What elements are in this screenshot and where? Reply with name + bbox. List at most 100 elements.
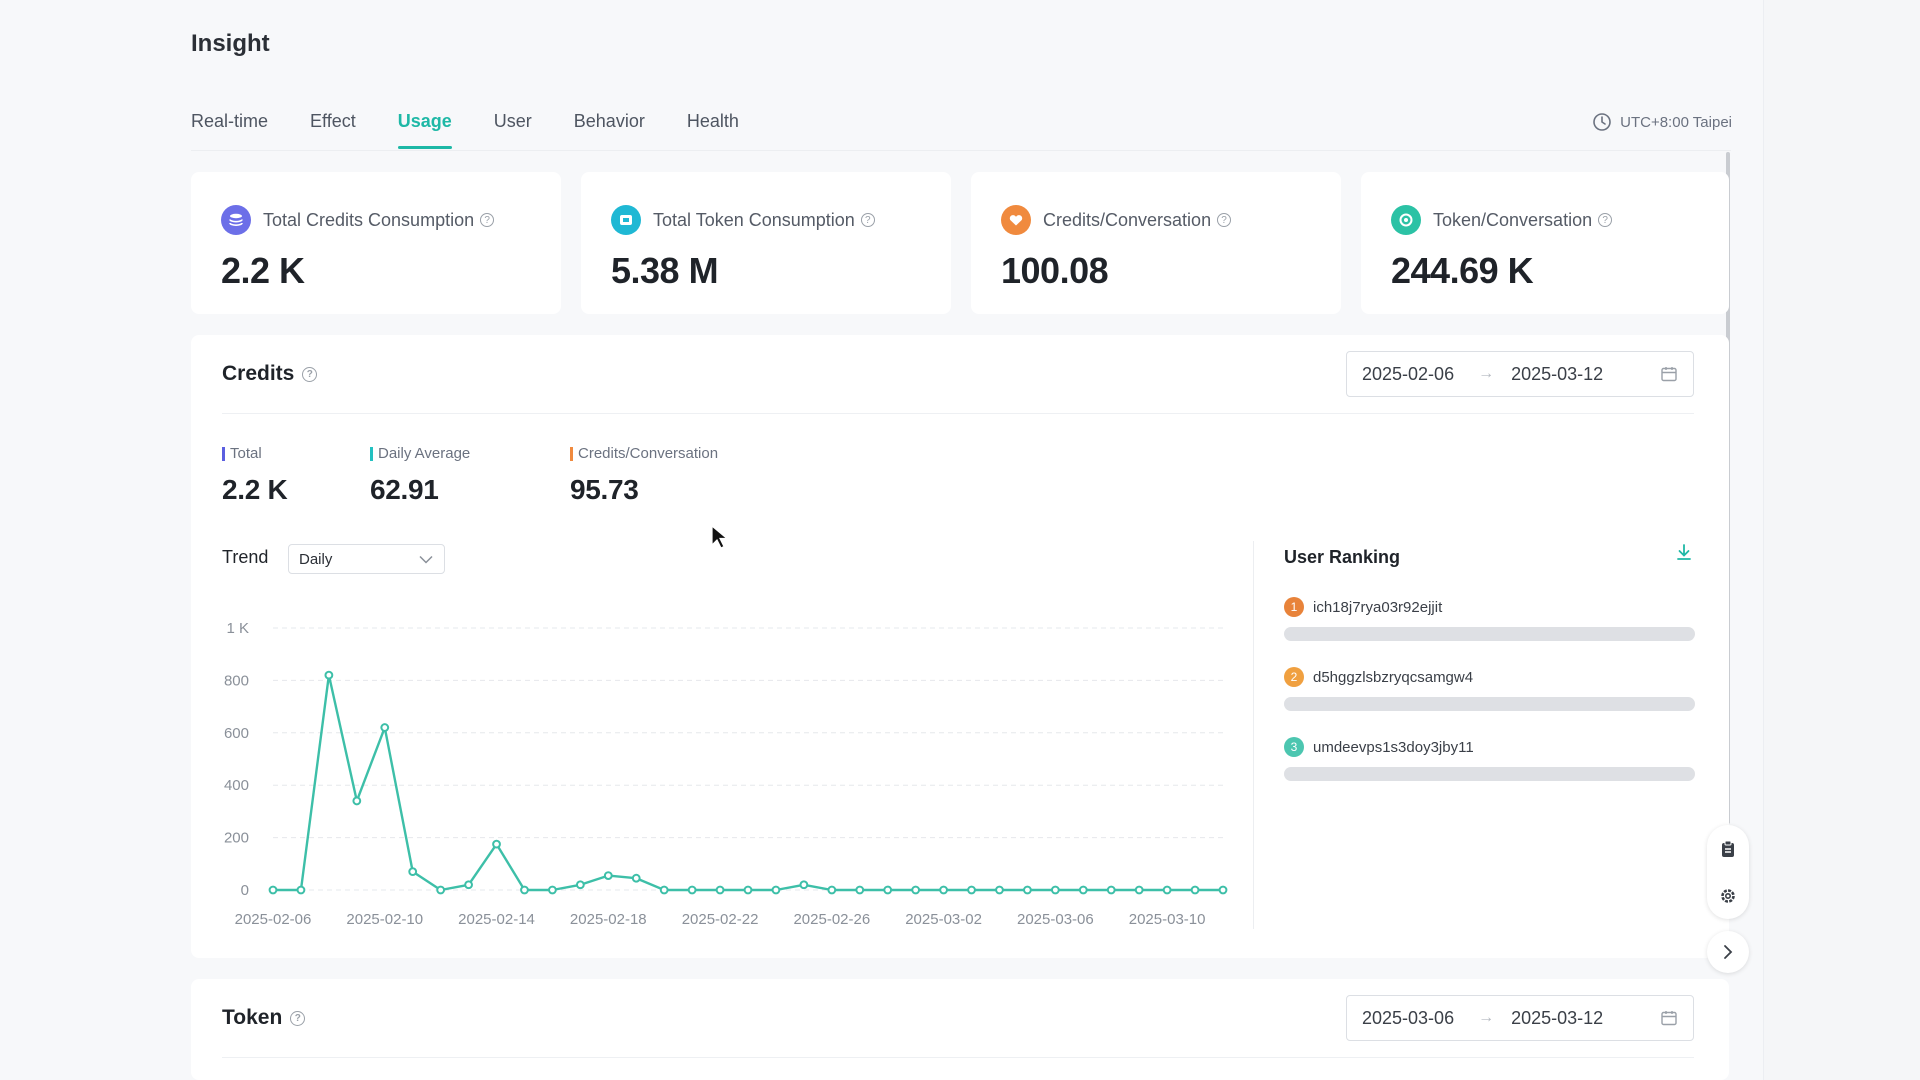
range-arrow-icon: → bbox=[1478, 1009, 1495, 1026]
y-tick-label: 600 bbox=[224, 725, 249, 742]
kpi-value: 244.69 K bbox=[1391, 250, 1534, 291]
data-point bbox=[352, 796, 362, 806]
data-point bbox=[827, 885, 837, 895]
data-point bbox=[492, 839, 501, 849]
help-icon[interactable]: ? bbox=[1598, 213, 1613, 227]
token-date-range[interactable]: 2025-03-06 → 2025-03-12 bbox=[1346, 995, 1694, 1041]
tabs-divider bbox=[191, 150, 1731, 151]
card-divider bbox=[222, 413, 1694, 414]
tab-effect[interactable]: Effect bbox=[310, 111, 356, 131]
token-icon bbox=[611, 205, 641, 235]
mouse-cursor-icon bbox=[711, 525, 727, 549]
help-icon[interactable]: ? bbox=[480, 213, 495, 227]
help-icon[interactable]: ? bbox=[860, 213, 875, 227]
calendar-icon bbox=[1661, 367, 1677, 382]
data-point bbox=[464, 880, 473, 890]
data-point bbox=[408, 867, 418, 877]
data-point bbox=[1162, 885, 1172, 895]
stat-label: Credits/Conversation bbox=[578, 445, 719, 462]
y-tick-label: 200 bbox=[224, 830, 249, 847]
data-point bbox=[743, 885, 753, 895]
granularity-select[interactable]: Daily bbox=[288, 544, 445, 574]
tab-bar: Real-time Effect Usage User Behavior Hea… bbox=[191, 108, 781, 152]
x-tick-label: 2025-03-02 bbox=[905, 911, 982, 928]
data-point bbox=[548, 885, 557, 895]
expand-button[interactable] bbox=[1707, 931, 1749, 973]
kpi-label: Token/Conversation bbox=[1433, 209, 1593, 230]
tab-real-time[interactable]: Real-time bbox=[191, 111, 269, 131]
ranking-item-1[interactable]: 1 ich18j7rya03r92ejjit bbox=[1284, 597, 1695, 641]
data-point bbox=[855, 885, 865, 895]
x-tick-label: 2025-02-18 bbox=[570, 911, 647, 928]
trend-label: Trend bbox=[222, 547, 269, 567]
tab-health[interactable]: Health bbox=[686, 111, 739, 131]
help-icon[interactable]: ? bbox=[290, 1010, 306, 1026]
stat-value: 95.73 bbox=[570, 474, 639, 505]
data-point bbox=[436, 885, 446, 895]
token-card: Token ? 2025-03-06 → 2025-03-12 bbox=[191, 979, 1729, 1080]
x-tick-label: 2025-02-26 bbox=[793, 911, 870, 928]
stat-label: Daily Average bbox=[378, 445, 471, 462]
y-tick-label: 1 K bbox=[226, 620, 249, 637]
ranking-bar bbox=[1284, 767, 1695, 781]
rank-badge: 2 bbox=[1284, 667, 1304, 687]
credits-date-range[interactable]: 2025-02-06 → 2025-03-12 bbox=[1346, 351, 1694, 397]
ranking-item-3[interactable]: 3 umdeevps1s3doy3jby11 bbox=[1284, 737, 1695, 781]
x-tick-label: 2025-03-10 bbox=[1129, 911, 1206, 928]
download-button[interactable] bbox=[1675, 543, 1693, 566]
help-icon[interactable]: ? bbox=[302, 366, 318, 382]
data-point bbox=[575, 880, 585, 890]
tab-usage[interactable]: Usage bbox=[397, 108, 452, 152]
right-side-panel bbox=[1763, 0, 1920, 1080]
help-icon[interactable]: ? bbox=[1217, 213, 1232, 227]
tab-user[interactable]: User bbox=[493, 111, 532, 131]
stat-value: 2.2 K bbox=[222, 474, 288, 505]
stat-color-bar bbox=[570, 446, 573, 461]
timezone-selector[interactable]: UTC+8:00 Taipei bbox=[1592, 112, 1732, 132]
data-point bbox=[324, 670, 334, 680]
data-point bbox=[995, 885, 1004, 895]
data-point bbox=[1190, 885, 1200, 895]
data-point bbox=[883, 885, 893, 895]
token-circle-icon bbox=[1391, 205, 1421, 235]
token-title-text: Token bbox=[222, 1006, 283, 1029]
kpi-label: Total Token Consumption bbox=[653, 209, 855, 230]
download-icon bbox=[1677, 544, 1691, 560]
heart-icon bbox=[1001, 205, 1031, 235]
kpi-card-token-per-conversation: Token/Conversation ? 244.69 K bbox=[1361, 172, 1729, 314]
series-line bbox=[273, 673, 1223, 892]
range-start: 2025-02-06 bbox=[1362, 363, 1455, 384]
data-point bbox=[1050, 885, 1060, 895]
y-tick-label: 800 bbox=[224, 672, 249, 689]
clock-globe-icon bbox=[1593, 113, 1611, 131]
gear-icon bbox=[1721, 888, 1735, 903]
x-tick-label: 2025-03-06 bbox=[1017, 911, 1094, 928]
settings-button[interactable] bbox=[1707, 874, 1749, 918]
stat-color-bar bbox=[222, 446, 225, 461]
stat-color-bar bbox=[370, 446, 373, 461]
range-arrow-icon: → bbox=[1478, 365, 1495, 382]
ranking-item-2[interactable]: 2 d5hggzlsbzryqcsamgw4 bbox=[1284, 667, 1695, 711]
ranking-user-name: umdeevps1s3doy3jby11 bbox=[1313, 738, 1474, 756]
kpi-value: 2.2 K bbox=[221, 250, 305, 291]
tab-behavior[interactable]: Behavior bbox=[573, 111, 645, 131]
token-title: Token ? bbox=[222, 1006, 306, 1030]
credits-card: Credits ? 2025-02-06 → 2025-03-12 Total … bbox=[191, 335, 1729, 958]
kpi-value: 100.08 bbox=[1001, 250, 1109, 291]
kpi-label: Credits/Conversation bbox=[1043, 209, 1212, 230]
timezone-label: UTC+8:00 Taipei bbox=[1620, 113, 1732, 131]
credits-title-text: Credits bbox=[222, 362, 295, 385]
kpi-label: Total Credits Consumption bbox=[263, 209, 475, 230]
data-point bbox=[1106, 885, 1116, 895]
chevron-down-icon bbox=[419, 555, 433, 564]
kpi-card-credits-per-conversation: Credits/Conversation ? 100.08 bbox=[971, 172, 1341, 314]
stat-label: Total bbox=[230, 445, 262, 462]
x-tick-label: 2025-02-22 bbox=[682, 911, 759, 928]
x-tick-label: 2025-02-10 bbox=[346, 911, 423, 928]
kpi-value: 5.38 M bbox=[611, 250, 719, 291]
y-tick-label: 0 bbox=[241, 882, 249, 899]
clipboard-button[interactable] bbox=[1707, 827, 1749, 871]
credits-stack-icon bbox=[221, 205, 251, 235]
range-start: 2025-03-06 bbox=[1362, 1007, 1455, 1028]
data-point bbox=[1218, 885, 1228, 895]
